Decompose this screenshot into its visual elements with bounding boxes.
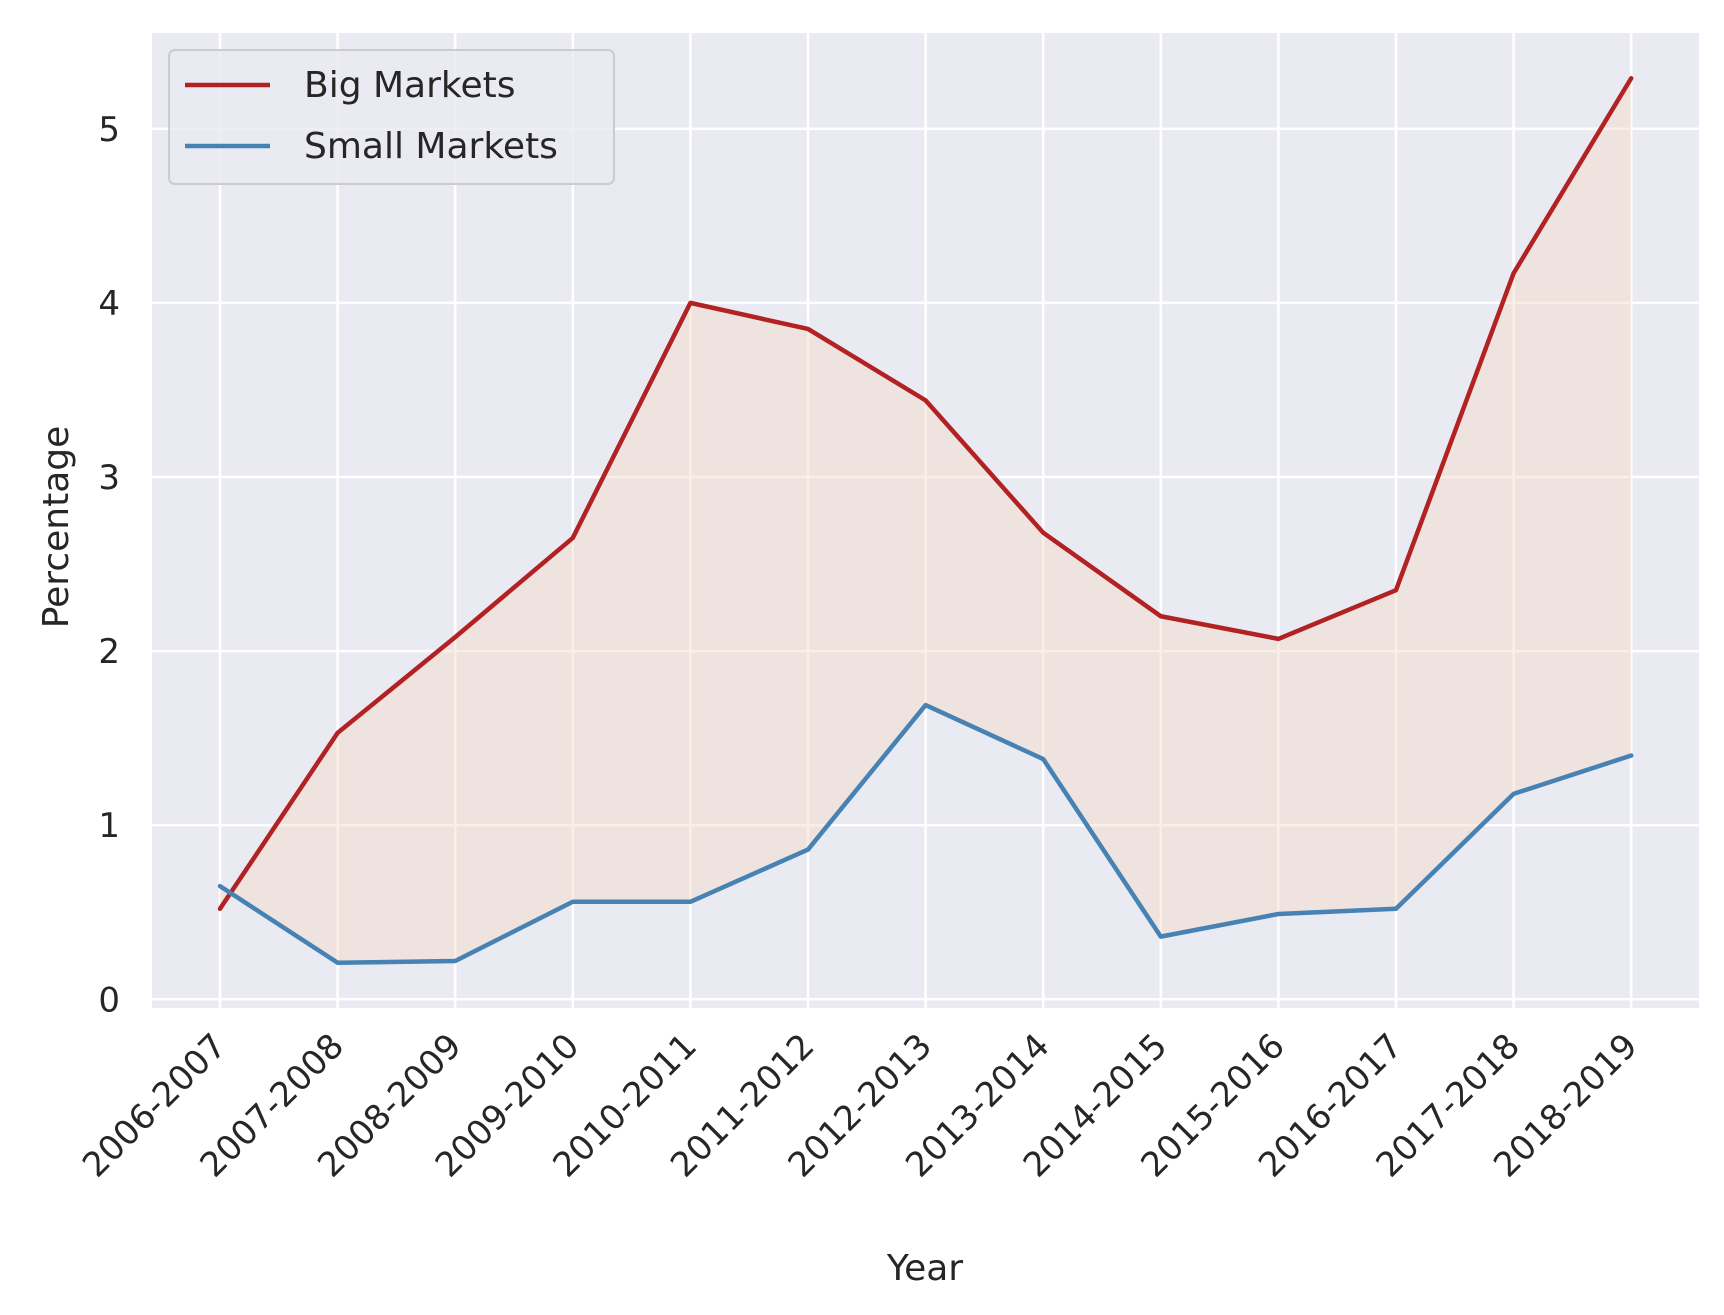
fill-between-area [220, 78, 1632, 963]
legend-label-small-markets: Small Markets [304, 126, 558, 167]
legend: Big Markets Small Markets [168, 49, 615, 185]
y-tick-label-4: 4 [98, 284, 120, 324]
series-lines [217, 76, 1634, 965]
x-axis-ticks: 2006-20072007-20082008-20092009-20102010… [75, 1026, 1646, 1185]
legend-label-big-markets: Big Markets [304, 65, 516, 106]
y-tick-label-2: 2 [98, 632, 120, 672]
y-tick-label-3: 3 [98, 458, 120, 498]
y-tick-label-5: 5 [98, 110, 120, 150]
y-axis-ticks: 0 1 2 3 4 5 [98, 110, 120, 1021]
legend-box [168, 49, 615, 185]
grid [152, 33, 1699, 1008]
series-line-big-markets [217, 76, 1634, 912]
y-axis-label: Percentage [36, 426, 77, 629]
x-axis-label: Year [886, 1248, 963, 1289]
y-tick-label-0: 0 [98, 980, 120, 1020]
series-line-small-markets [217, 702, 1634, 965]
y-tick-label-1: 1 [98, 806, 120, 846]
